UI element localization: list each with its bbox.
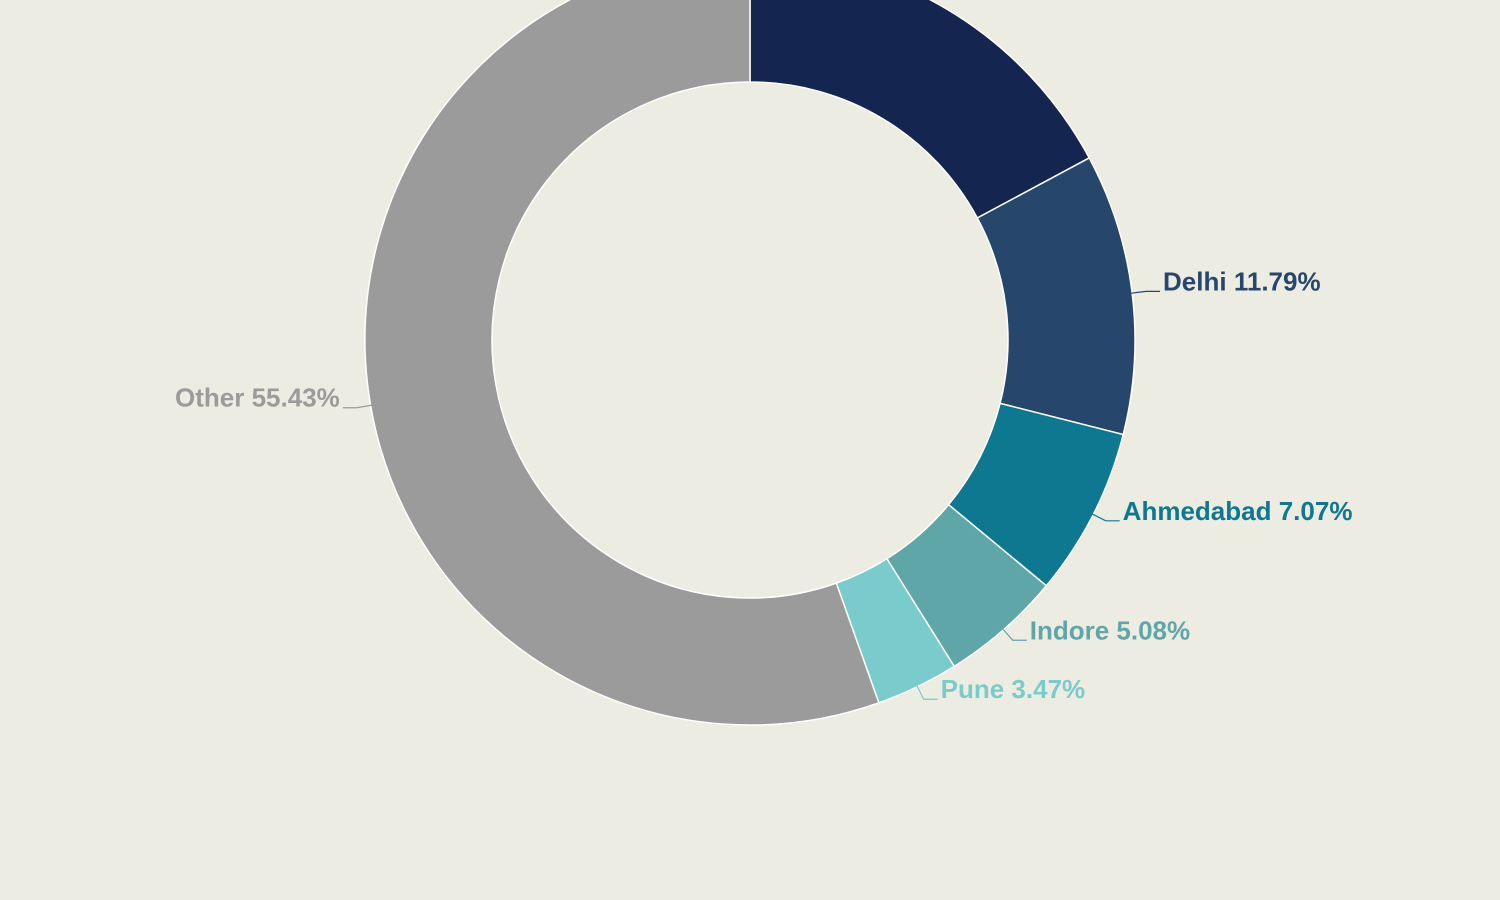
label-value: 5.08% <box>1116 615 1190 645</box>
data-label: Indore 5.08% <box>1030 615 1190 645</box>
data-label: Other 55.43% <box>175 383 340 413</box>
label-name: Ahmedabad <box>1123 496 1272 526</box>
label-value: 3.47% <box>1011 674 1085 704</box>
data-label: Delhi 11.79% <box>1163 266 1321 296</box>
leader-line <box>1130 290 1161 294</box>
label-value: 7.07% <box>1279 496 1353 526</box>
data-label: Pune 3.47% <box>941 674 1086 704</box>
leader-line <box>1091 513 1120 522</box>
label-value: 11.79% <box>1234 266 1321 296</box>
label-name: Delhi <box>1163 266 1227 296</box>
leader-line <box>916 684 938 700</box>
leader-line <box>1001 627 1027 641</box>
leader-line <box>342 404 373 409</box>
label-value: 55.43% <box>252 383 340 413</box>
donut-segment <box>364 0 880 726</box>
data-label: Ahmedabad 7.07% <box>1123 496 1353 526</box>
label-name: Other <box>175 383 244 413</box>
donut-segment <box>749 0 1091 220</box>
label-name: Pune <box>941 674 1005 704</box>
label-name: Indore <box>1030 615 1109 645</box>
